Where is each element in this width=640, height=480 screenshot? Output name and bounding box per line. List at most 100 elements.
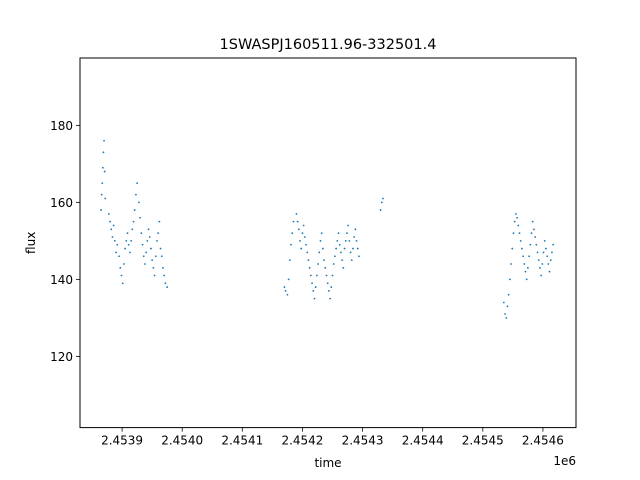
data-point (537, 259, 540, 262)
x-tick-label: 2.4540 (161, 434, 203, 448)
data-point (517, 224, 520, 227)
data-point (506, 305, 509, 308)
x-tick-label: 2.4542 (281, 434, 323, 448)
data-point (116, 243, 119, 246)
data-point (510, 263, 512, 265)
data-point (296, 220, 299, 223)
data-point (104, 197, 107, 200)
x-axis-ticks: 2.4539 2.4540 2.4541 2.4542 2.4543 2.4544 2.45… (101, 427, 564, 448)
data-point (356, 247, 359, 250)
x-tick-label: 2.4539 (101, 434, 143, 448)
data-point (101, 182, 104, 185)
data-point (130, 239, 133, 242)
data-point (321, 247, 324, 250)
data-point (109, 220, 111, 223)
data-point (551, 251, 553, 254)
data-point (355, 239, 358, 242)
data-point (125, 239, 128, 242)
data-point (291, 232, 294, 235)
data-point (354, 228, 357, 231)
data-point (133, 209, 136, 211)
data-point (147, 228, 150, 231)
data-point (505, 316, 508, 319)
data-point (344, 239, 347, 242)
data-point (305, 243, 307, 246)
data-point (152, 266, 155, 269)
data-point (319, 239, 322, 242)
y-tick-label: 180 (50, 119, 73, 133)
data-point (119, 266, 122, 269)
data-point (536, 251, 539, 254)
data-point (314, 286, 317, 288)
data-point (348, 239, 351, 242)
data-point (549, 259, 552, 262)
data-point (522, 255, 524, 258)
data-point (136, 182, 139, 185)
data-point (336, 239, 339, 242)
data-point (124, 247, 126, 250)
data-point (519, 239, 522, 242)
data-point (158, 220, 161, 223)
data-point (103, 170, 106, 173)
data-point (145, 251, 148, 254)
data-point (332, 263, 335, 265)
data-point (107, 213, 110, 215)
data-point (163, 274, 166, 277)
data-point (101, 166, 104, 169)
data-point (324, 266, 327, 269)
data-point (100, 193, 103, 196)
data-point (284, 290, 287, 292)
data-point (342, 266, 345, 269)
data-point (543, 239, 546, 242)
data-point (331, 274, 334, 277)
data-point (131, 228, 134, 231)
data-point (302, 224, 305, 227)
data-point (540, 274, 543, 277)
data-point (350, 259, 353, 262)
data-point (508, 278, 511, 281)
data-point (504, 313, 506, 315)
data-point (328, 290, 330, 292)
data-point (514, 213, 517, 215)
data-point (548, 270, 551, 273)
data-point (146, 239, 149, 242)
data-point (516, 216, 518, 219)
data-point (162, 266, 164, 269)
data-point (103, 139, 105, 142)
data-point (308, 266, 311, 269)
data-point (138, 201, 140, 204)
data-point (292, 220, 295, 223)
data-point (552, 243, 555, 246)
data-point (100, 209, 102, 211)
data-point (132, 220, 135, 223)
y-axis-ticks: 120 140 160 180 (50, 119, 80, 364)
data-point (144, 263, 146, 265)
data-point (159, 247, 162, 250)
data-point (524, 270, 527, 273)
data-point (326, 282, 329, 285)
data-point (530, 232, 533, 235)
data-point (299, 239, 301, 242)
data-point (312, 290, 315, 292)
data-point (150, 247, 152, 250)
data-point (330, 286, 333, 288)
data-point (338, 243, 341, 246)
data-point (347, 224, 350, 227)
data-point (315, 274, 318, 277)
x-axis-offset-label: 1e6 (553, 454, 576, 468)
data-point (286, 293, 289, 296)
data-point (529, 243, 532, 246)
data-point (309, 274, 312, 277)
data-point (547, 263, 550, 265)
data-point (531, 220, 534, 223)
data-point (533, 228, 535, 231)
data-point (166, 286, 169, 288)
data-point (297, 228, 300, 231)
data-point (311, 282, 313, 285)
data-point (511, 247, 514, 250)
data-point (141, 243, 144, 246)
data-point (523, 263, 526, 265)
data-point (287, 278, 290, 281)
